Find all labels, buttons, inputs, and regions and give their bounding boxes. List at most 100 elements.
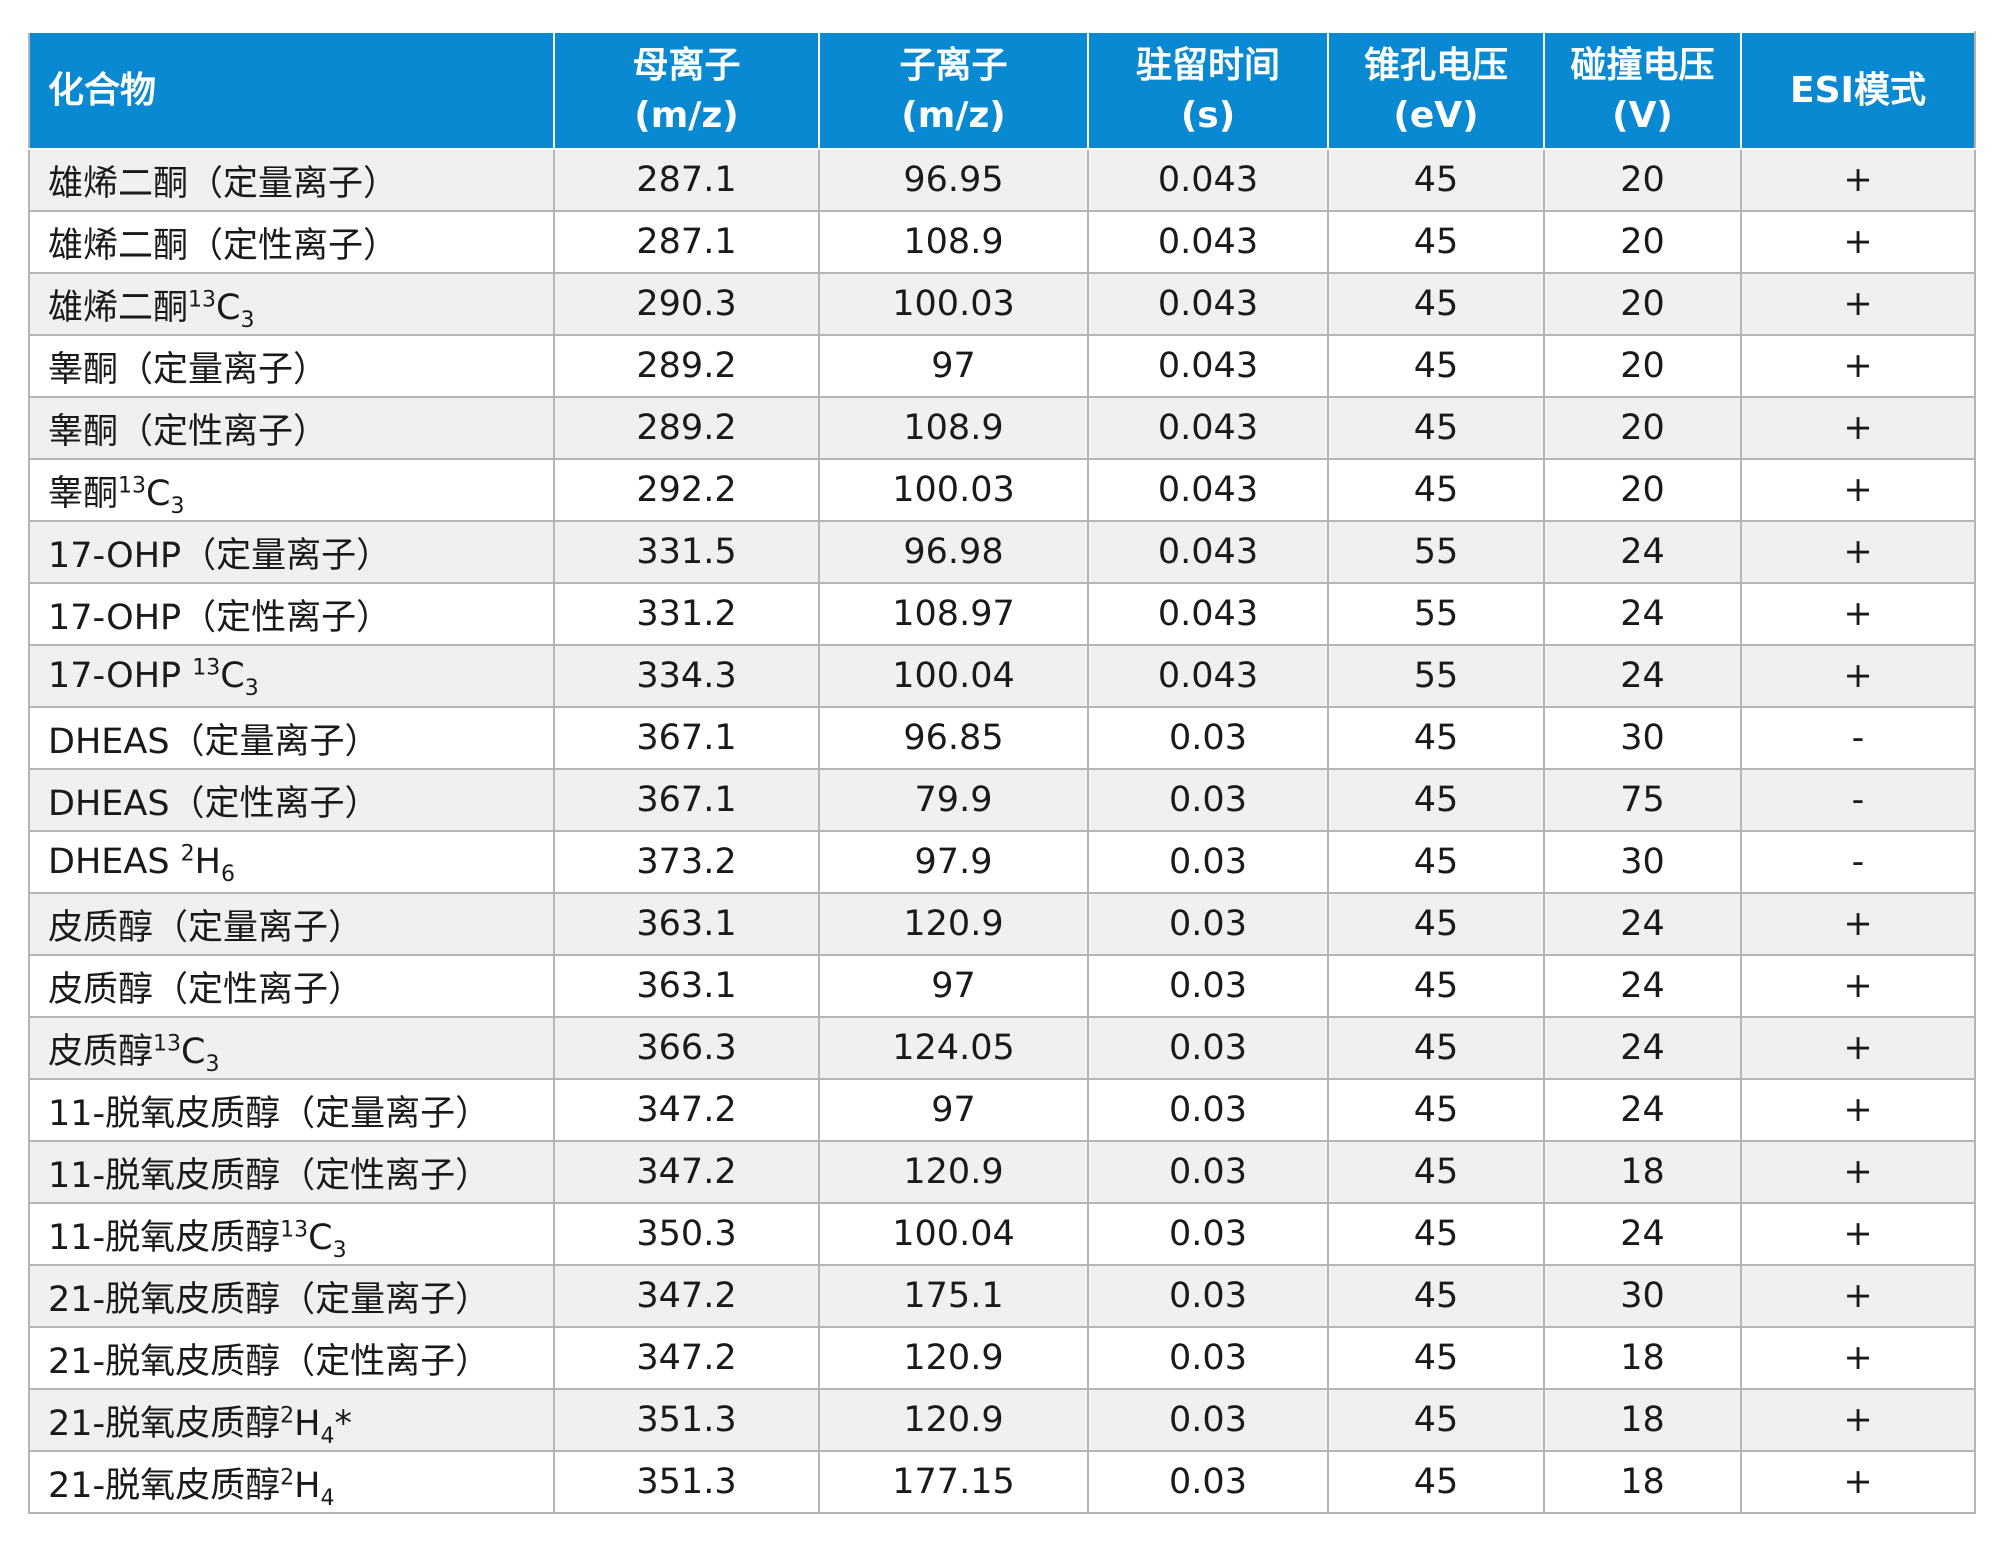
- isotope-count: 3: [240, 307, 255, 333]
- dwell-time-cell: 0.03: [1087, 892, 1329, 956]
- daughter-ion-cell: 96.98: [818, 520, 1089, 584]
- isotope-count: 3: [205, 1051, 220, 1077]
- daughter-ion-cell: 97: [818, 1078, 1089, 1142]
- table-row: 21-脱氧皮质醇（定量离子） 347.2 175.1 0.03 45 30 +: [28, 1264, 1976, 1328]
- collision-voltage-cell: 24: [1543, 1202, 1742, 1266]
- daughter-ion-cell: 120.9: [818, 1140, 1089, 1204]
- isotope-mass-number: 13: [153, 1030, 182, 1056]
- collision-voltage-cell: 24: [1543, 582, 1742, 646]
- cone-voltage-cell: 45: [1327, 1264, 1545, 1328]
- table-row: 17-OHP（定量离子） 331.5 96.98 0.043 55 24 +: [28, 520, 1976, 584]
- header-esi-mode: ESI模式: [1740, 31, 1976, 150]
- isotope-count: 4: [320, 1423, 335, 1449]
- compound-cell: DHEAS（定量离子）: [28, 706, 555, 770]
- mrm-parameter-table-container: 化合物 母离子 (m/z) 子离子 (m/z) 驻留时间 (s) 锥孔电压 (eV) 碰…: [28, 31, 1976, 1514]
- table-row: 21-脱氧皮质醇2H4* 351.3 120.9 0.03 45 18 +: [28, 1388, 1976, 1452]
- isotope-element: H: [194, 842, 221, 882]
- footnote-marker: *: [334, 1403, 353, 1444]
- isotope-element: C: [146, 473, 171, 514]
- esi-mode-cell: +: [1740, 892, 1976, 956]
- isotope-element: C: [220, 656, 245, 696]
- isotope-element: C: [308, 1217, 333, 1258]
- collision-voltage-cell: 20: [1543, 396, 1742, 460]
- cone-voltage-cell: 45: [1327, 210, 1545, 274]
- dwell-time-cell: 0.03: [1087, 768, 1329, 832]
- header-cone-voltage: 锥孔电压 (eV): [1327, 31, 1545, 150]
- parent-ion-cell: 287.1: [553, 148, 820, 212]
- cone-voltage-cell: 45: [1327, 830, 1545, 894]
- isotope-count: 3: [170, 493, 185, 519]
- esi-mode-cell: +: [1740, 1078, 1976, 1142]
- compound-name: 21-脱氧皮质醇（定量离子）: [48, 1279, 491, 1320]
- table-row: DHEAS（定性离子） 367.1 79.9 0.03 45 75-: [28, 768, 1976, 832]
- cone-voltage-cell: 55: [1327, 582, 1545, 646]
- dwell-time-cell: 0.043: [1087, 458, 1329, 522]
- collision-voltage-cell: 20: [1543, 210, 1742, 274]
- dwell-time-cell: 0.03: [1087, 1326, 1329, 1390]
- dwell-time-cell: 0.03: [1087, 954, 1329, 1018]
- daughter-ion-cell: 97.9: [818, 830, 1089, 894]
- daughter-ion-cell: 120.9: [818, 1326, 1089, 1390]
- esi-mode-cell: +: [1740, 272, 1976, 336]
- parent-ion-cell: 366.3: [553, 1016, 820, 1080]
- collision-voltage-cell: 20: [1543, 334, 1742, 398]
- compound-cell: 11-脱氧皮质醇（定量离子）: [28, 1078, 555, 1142]
- parent-ion-cell: 347.2: [553, 1326, 820, 1390]
- esi-mode-cell: +: [1740, 1016, 1976, 1080]
- daughter-ion-cell: 108.97: [818, 582, 1089, 646]
- compound-cell: 雄烯二酮13C3: [28, 272, 555, 336]
- esi-mode-cell: -: [1740, 830, 1976, 894]
- compound-name: 雄烯二酮（定性离子）: [48, 225, 399, 266]
- parent-ion-cell: 363.1: [553, 954, 820, 1018]
- dwell-time-cell: 0.03: [1087, 1078, 1329, 1142]
- parent-ion-cell: 289.2: [553, 334, 820, 398]
- daughter-ion-cell: 97: [818, 334, 1089, 398]
- compound-name: DHEAS（定性离子）: [48, 783, 380, 824]
- compound-name: 17-OHP（定性离子）: [48, 597, 392, 638]
- cone-voltage-cell: 45: [1327, 1450, 1545, 1514]
- cone-voltage-cell: 45: [1327, 1326, 1545, 1390]
- parent-ion-cell: 373.2: [553, 830, 820, 894]
- isotope-count: 3: [332, 1237, 347, 1263]
- cone-voltage-cell: 45: [1327, 954, 1545, 1018]
- compound-cell: 睾酮13C3: [28, 458, 555, 522]
- parent-ion-cell: 367.1: [553, 706, 820, 770]
- esi-mode-cell: +: [1740, 396, 1976, 460]
- daughter-ion-cell: 79.9: [818, 768, 1089, 832]
- compound-name: 17-OHP: [48, 656, 193, 696]
- collision-voltage-cell: 24: [1543, 520, 1742, 584]
- compound-cell: 11-脱氧皮质醇13C3: [28, 1202, 555, 1266]
- compound-name: 21-脱氧皮质醇: [48, 1465, 281, 1506]
- table-row: 皮质醇13C3 366.3 124.05 0.03 45 24 +: [28, 1016, 1976, 1080]
- collision-voltage-cell: 18: [1543, 1388, 1742, 1452]
- compound-cell: 皮质醇（定量离子）: [28, 892, 555, 956]
- compound-name: 雄烯二酮（定量离子）: [48, 163, 399, 204]
- collision-voltage-cell: 30: [1543, 706, 1742, 770]
- dwell-time-cell: 0.043: [1087, 210, 1329, 274]
- esi-mode-cell: +: [1740, 1326, 1976, 1390]
- isotope-mass-number: 13: [188, 286, 217, 312]
- daughter-ion-cell: 100.03: [818, 272, 1089, 336]
- header-parent-ion: 母离子 (m/z): [553, 31, 820, 150]
- table-row: 21-脱氧皮质醇2H4 351.3 177.15 0.03 45 18 +: [28, 1450, 1976, 1514]
- header-dwell-time: 驻留时间 (s): [1087, 31, 1329, 150]
- parent-ion-cell: 351.3: [553, 1450, 820, 1514]
- esi-mode-cell: +: [1740, 148, 1976, 212]
- compound-cell: 17-OHP（定性离子）: [28, 582, 555, 646]
- collision-voltage-cell: 30: [1543, 1264, 1742, 1328]
- collision-voltage-cell: 24: [1543, 892, 1742, 956]
- dwell-time-cell: 0.043: [1087, 520, 1329, 584]
- table-row: 睾酮（定量离子） 289.2 97 0.043 45 20 +: [28, 334, 1976, 398]
- daughter-ion-cell: 100.03: [818, 458, 1089, 522]
- esi-mode-cell: +: [1740, 1140, 1976, 1204]
- collision-voltage-cell: 24: [1543, 954, 1742, 1018]
- dwell-time-cell: 0.043: [1087, 644, 1329, 708]
- cone-voltage-cell: 55: [1327, 520, 1545, 584]
- parent-ion-cell: 331.2: [553, 582, 820, 646]
- compound-cell: 17-OHP 13C3: [28, 644, 555, 708]
- dwell-time-cell: 0.043: [1087, 272, 1329, 336]
- table-row: 11-脱氧皮质醇13C3 350.3 100.04 0.03 45 24 +: [28, 1202, 1976, 1266]
- dwell-time-cell: 0.03: [1087, 1016, 1329, 1080]
- dwell-time-cell: 0.03: [1087, 1388, 1329, 1452]
- collision-voltage-cell: 18: [1543, 1450, 1742, 1514]
